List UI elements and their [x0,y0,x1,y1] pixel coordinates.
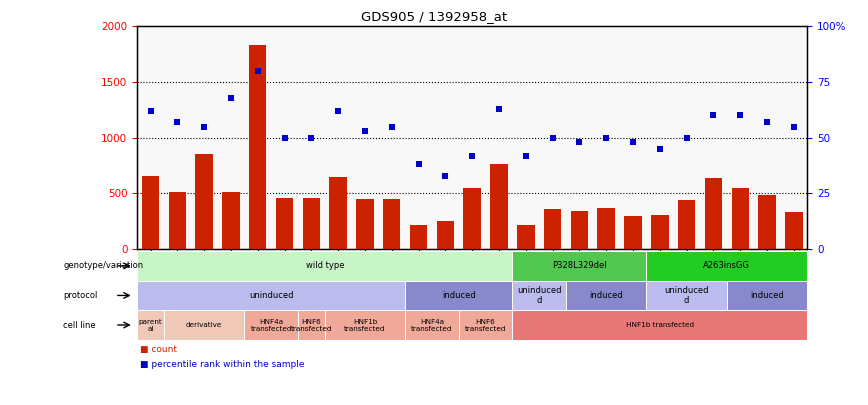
Point [626,139,640,145]
Text: protocol: protocol [63,291,98,300]
Bar [195,154,213,249]
Text: induced: induced [589,291,623,300]
Text: GDS905 / 1392958_at: GDS905 / 1392958_at [361,10,507,23]
Point [170,119,184,126]
Text: wild type: wild type [306,261,344,271]
Point [680,134,694,141]
Point [278,134,292,141]
Text: HNF4a
transfected: HNF4a transfected [250,318,292,332]
Text: uninduced
d: uninduced d [517,286,562,305]
Point [332,108,345,114]
Bar [410,224,427,249]
Point [385,123,398,130]
Point [224,94,238,101]
Text: ■ percentile rank within the sample: ■ percentile rank within the sample [140,360,305,369]
Bar [597,208,615,249]
Bar [759,194,776,249]
Text: derivative: derivative [186,322,222,328]
Text: induced: induced [442,291,476,300]
Text: parent
al: parent al [139,318,162,332]
Text: HNF6
transfected: HNF6 transfected [291,318,332,332]
Point [197,123,211,130]
Bar [222,192,240,249]
Bar [490,164,508,249]
Bar [249,45,266,249]
Point [573,139,587,145]
Text: HNF1b transfected: HNF1b transfected [626,322,694,328]
Point [733,112,747,119]
Bar [786,212,803,249]
Bar [705,178,722,249]
Text: uninduced: uninduced [249,291,293,300]
Bar [303,198,320,249]
Point [492,106,506,112]
Text: cell line: cell line [63,320,96,330]
Bar [651,215,668,249]
Bar [464,188,481,249]
Point [305,134,319,141]
Point [653,145,667,152]
Point [251,68,265,74]
Text: ■ count: ■ count [140,345,177,354]
Bar [330,177,347,249]
Bar [624,215,641,249]
Point [143,108,157,114]
Point [707,112,720,119]
Bar [356,199,374,249]
Bar [383,199,400,249]
Text: induced: induced [750,291,784,300]
Point [411,161,425,168]
Text: genotype/variation: genotype/variation [63,261,143,271]
Bar [141,176,159,249]
Point [599,134,613,141]
Point [465,152,479,159]
Text: A263insGG: A263insGG [703,261,750,271]
Bar [168,192,186,249]
Point [519,152,533,159]
Text: P328L329del: P328L329del [552,261,607,271]
Bar [544,209,562,249]
Text: uninduced
d: uninduced d [664,286,709,305]
Point [546,134,560,141]
Bar [570,211,589,249]
Bar [517,224,535,249]
Point [787,123,801,130]
Text: HNF1b
transfected: HNF1b transfected [345,318,385,332]
Bar [732,188,749,249]
Bar [437,221,454,249]
Bar [276,198,293,249]
Point [438,173,452,179]
Text: HNF4a
transfected: HNF4a transfected [411,318,453,332]
Point [358,128,372,134]
Bar [678,200,695,249]
Text: HNF6
transfected: HNF6 transfected [465,318,506,332]
Point [760,119,774,126]
